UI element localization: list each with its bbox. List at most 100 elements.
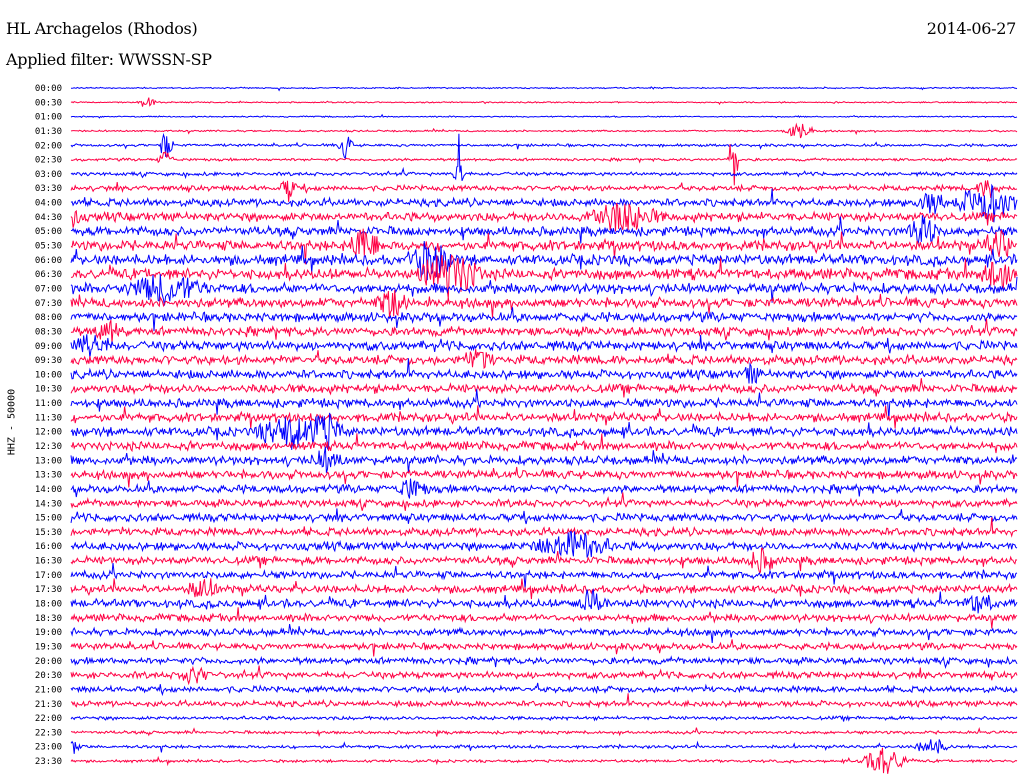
time-tick-2000: 20:00 bbox=[35, 657, 62, 667]
time-tick-1400: 14:00 bbox=[35, 485, 62, 495]
trace-1530 bbox=[70, 517, 1018, 538]
time-tick-0200: 02:00 bbox=[35, 141, 62, 151]
trace-1130 bbox=[70, 405, 1018, 429]
time-tick-0830: 08:30 bbox=[35, 327, 62, 337]
trace-1300 bbox=[70, 446, 1018, 473]
trace-2130 bbox=[70, 693, 1018, 709]
time-tick-2030: 20:30 bbox=[35, 671, 62, 681]
trace-0830 bbox=[70, 318, 1018, 344]
trace-1200 bbox=[70, 412, 1018, 452]
time-tick-0700: 07:00 bbox=[35, 284, 62, 294]
record-date: 2014-06-27 bbox=[926, 19, 1017, 38]
trace-1900 bbox=[70, 624, 1018, 643]
time-tick-0600: 06:00 bbox=[35, 256, 62, 266]
trace-2000 bbox=[70, 655, 1018, 670]
trace-1600 bbox=[70, 530, 1018, 558]
time-tick-0530: 05:30 bbox=[35, 242, 62, 252]
time-tick-0730: 07:30 bbox=[35, 299, 62, 309]
time-tick-0400: 04:00 bbox=[35, 199, 62, 209]
trace-1500 bbox=[70, 508, 1018, 525]
trace-1730 bbox=[70, 578, 1018, 600]
trace-0430 bbox=[70, 202, 1018, 232]
trace-1430 bbox=[70, 492, 1018, 511]
trace-0300 bbox=[70, 133, 1018, 181]
trace-1330 bbox=[70, 466, 1018, 488]
time-tick-0500: 05:00 bbox=[35, 227, 62, 237]
time-tick-2230: 22:30 bbox=[35, 728, 62, 738]
trace-1000 bbox=[70, 358, 1018, 384]
time-tick-0230: 02:30 bbox=[35, 156, 62, 166]
time-tick-1300: 13:00 bbox=[35, 456, 62, 466]
trace-0200 bbox=[70, 132, 1018, 160]
time-tick-2130: 21:30 bbox=[35, 700, 62, 710]
time-tick-0300: 03:00 bbox=[35, 170, 62, 180]
time-tick-0900: 09:00 bbox=[35, 342, 62, 352]
time-tick-1030: 10:30 bbox=[35, 385, 62, 395]
trace-0100 bbox=[70, 113, 1018, 119]
trace-1030 bbox=[70, 378, 1018, 398]
trace-0800 bbox=[70, 307, 1018, 332]
time-tick-2200: 22:00 bbox=[35, 714, 62, 724]
time-tick-1900: 19:00 bbox=[35, 628, 62, 638]
trace-0130 bbox=[70, 122, 1018, 139]
time-tick-0430: 04:30 bbox=[35, 213, 62, 223]
time-tick-1230: 12:30 bbox=[35, 442, 62, 452]
trace-2230 bbox=[70, 727, 1018, 738]
time-tick-1600: 16:00 bbox=[35, 542, 62, 552]
trace-0530 bbox=[70, 228, 1018, 265]
trace-2100 bbox=[70, 682, 1018, 697]
time-tick-0930: 09:30 bbox=[35, 356, 62, 366]
time-tick-1830: 18:30 bbox=[35, 614, 62, 624]
trace-0900 bbox=[70, 334, 1018, 358]
time-tick-0100: 01:00 bbox=[35, 113, 62, 123]
time-tick-1000: 10:00 bbox=[35, 370, 62, 380]
trace-1930 bbox=[70, 639, 1018, 657]
time-tick-1100: 11:00 bbox=[35, 399, 62, 409]
trace-0330 bbox=[70, 180, 1018, 202]
trace-1400 bbox=[70, 478, 1018, 499]
time-tick-0000: 00:00 bbox=[35, 84, 62, 94]
time-tick-1130: 11:30 bbox=[35, 413, 62, 423]
time-tick-0630: 06:30 bbox=[35, 270, 62, 280]
trace-0000 bbox=[70, 86, 1018, 92]
trace-1830 bbox=[70, 607, 1018, 629]
trace-2030 bbox=[70, 665, 1018, 686]
time-tick-1930: 19:30 bbox=[35, 642, 62, 652]
time-tick-1700: 17:00 bbox=[35, 571, 62, 581]
trace-0400 bbox=[70, 183, 1018, 223]
trace-0630 bbox=[70, 254, 1018, 299]
trace-0930 bbox=[70, 349, 1018, 370]
trace-2300 bbox=[70, 739, 1018, 754]
station-title: HL Archagelos (Rhodos) bbox=[6, 19, 198, 38]
trace-0500 bbox=[70, 215, 1018, 244]
trace-1230 bbox=[70, 433, 1018, 454]
time-tick-1800: 18:00 bbox=[35, 600, 62, 610]
trace-2330 bbox=[70, 747, 1018, 774]
time-tick-0800: 08:00 bbox=[35, 313, 62, 323]
trace-0700 bbox=[70, 274, 1018, 306]
time-tick-2300: 23:00 bbox=[35, 743, 62, 753]
trace-1100 bbox=[70, 389, 1018, 420]
time-tick-2100: 21:00 bbox=[35, 685, 62, 695]
trace-0230 bbox=[70, 144, 1018, 186]
trace-group bbox=[70, 86, 1018, 774]
time-tick-1430: 14:30 bbox=[35, 499, 62, 509]
time-tick-1630: 16:30 bbox=[35, 557, 62, 567]
time-tick-1730: 17:30 bbox=[35, 585, 62, 595]
trace-2200 bbox=[70, 714, 1018, 722]
time-tick-labels: 00:00 00:30 01:00 01:30 02:00 02:30 03:00 03:30… bbox=[35, 84, 62, 767]
time-tick-1330: 13:30 bbox=[35, 471, 62, 481]
trace-0730 bbox=[70, 290, 1018, 319]
trace-0030 bbox=[70, 97, 1018, 107]
time-tick-2330: 23:30 bbox=[35, 757, 62, 767]
trace-1800 bbox=[70, 588, 1018, 614]
trace-1630 bbox=[70, 547, 1018, 573]
time-tick-0130: 01:30 bbox=[35, 127, 62, 137]
trace-1700 bbox=[70, 563, 1018, 589]
filter-label: Applied filter: WWSSN-SP bbox=[6, 50, 212, 69]
trace-0600 bbox=[70, 241, 1018, 281]
time-tick-1530: 15:30 bbox=[35, 528, 62, 538]
time-tick-0030: 00:30 bbox=[35, 98, 62, 108]
time-tick-1500: 15:00 bbox=[35, 514, 62, 524]
